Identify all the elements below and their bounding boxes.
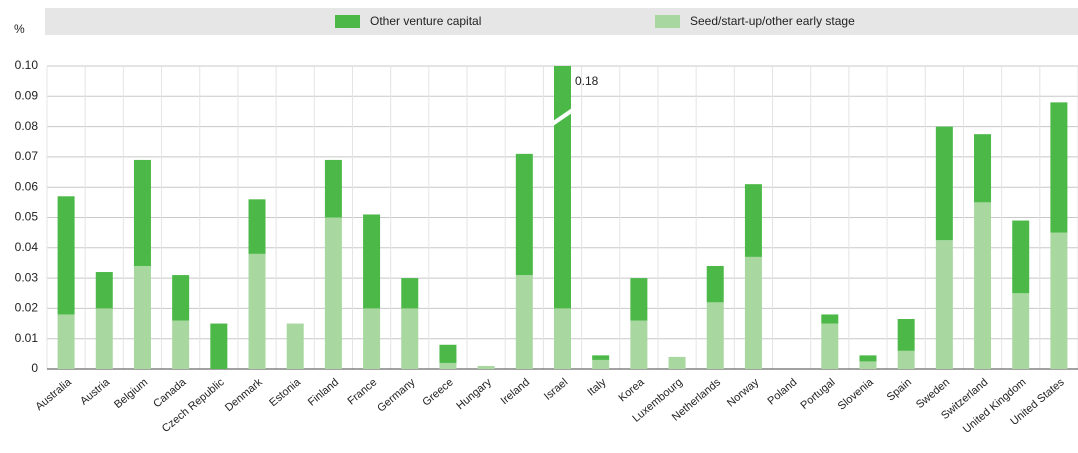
bar-segment (210, 323, 228, 369)
x-tick-label: Ireland (499, 376, 532, 407)
x-tick-label: Italy (585, 376, 609, 398)
bar-segment (974, 202, 992, 369)
bar-segment (706, 302, 724, 369)
bar-segment (897, 319, 915, 351)
x-tick-label: Australia (33, 376, 74, 413)
bar-segment (592, 355, 610, 360)
bar-segment (324, 217, 342, 369)
bar-segment (1012, 293, 1030, 369)
bar-segment (477, 365, 495, 369)
bar-segment (324, 159, 342, 218)
y-tick-label: 0.08 (15, 119, 39, 133)
bar-segment (286, 323, 304, 369)
x-tick-label: Greece (420, 376, 455, 408)
x-tick-label: Estonia (267, 376, 303, 409)
y-axis-label: % (14, 22, 25, 36)
x-tick-label: Slovenia (836, 376, 877, 413)
x-tick-label: Norway (725, 376, 762, 409)
x-tick-label: Poland (765, 376, 799, 407)
bar-segment (897, 350, 915, 369)
bar-segment (439, 362, 457, 369)
y-tick-label: 0.02 (15, 301, 39, 315)
x-tick-label: Belgium (112, 376, 150, 411)
bar-segment (57, 314, 75, 369)
x-tick-label: Korea (616, 376, 647, 405)
x-tick-label: Spain (885, 376, 914, 403)
bar-segment (401, 278, 419, 309)
legend-label: Other venture capital (370, 14, 481, 28)
bar-segment (630, 278, 648, 321)
bar-segment (133, 159, 151, 266)
bar-segment (935, 126, 953, 241)
y-tick-label: 0.03 (15, 270, 39, 284)
bar-segment (744, 256, 762, 369)
bar-segment (974, 134, 992, 203)
bar-segment (1050, 102, 1068, 233)
bar-segment (401, 308, 419, 369)
bar-segment (1050, 232, 1068, 369)
x-tick-label: France (345, 376, 379, 407)
bar-segment (133, 265, 151, 369)
y-tick-label: 0.09 (15, 88, 39, 102)
y-tick-label: 0.10 (15, 58, 39, 72)
bar-segment (172, 275, 190, 321)
bar-segment (821, 314, 839, 324)
bar-segment (668, 356, 686, 369)
y-tick-label: 0.04 (15, 240, 39, 254)
bar-segment (821, 323, 839, 369)
x-tick-label: Israel (542, 376, 570, 402)
y-tick-label: 0.01 (15, 331, 39, 345)
x-tick-label: Hungary (454, 376, 494, 412)
bars (57, 66, 1068, 369)
legend-label: Seed/start-up/other early stage (690, 14, 855, 28)
bar-segment (95, 272, 113, 309)
bar-segment (935, 240, 953, 369)
bar-segment (630, 320, 648, 369)
axis-break (553, 108, 572, 126)
x-tick-label: Germany (375, 376, 418, 415)
y-tick-label: 0 (31, 361, 38, 375)
bar-segment (706, 265, 724, 303)
bar-segment (95, 308, 113, 369)
x-tick-label: Austria (78, 376, 113, 408)
legend-swatch (655, 15, 680, 28)
bar-segment (859, 361, 877, 369)
bar-segment (515, 275, 533, 369)
bar-segment (554, 308, 571, 369)
bar-segment (744, 184, 762, 257)
bar-segment (172, 320, 190, 369)
bar-segment (554, 66, 571, 309)
bar-segment (439, 344, 457, 363)
x-tick-label: Denmark (223, 376, 265, 414)
legend-band (45, 8, 1078, 35)
bar-segment (363, 308, 381, 369)
bar-segment (248, 199, 266, 254)
annotation: 0.18 (575, 74, 599, 88)
bar-segment (363, 214, 381, 309)
y-tick-label: 0.05 (15, 210, 39, 224)
bar-segment (859, 355, 877, 362)
bar-segment (592, 359, 610, 369)
legend-swatch (335, 15, 360, 28)
x-tick-label: Portugal (798, 376, 837, 412)
y-tick-label: 0.06 (15, 179, 39, 193)
bar-segment (515, 153, 533, 276)
bar-segment (57, 196, 75, 315)
bar-segment (248, 253, 266, 369)
bar-segment (1012, 220, 1030, 294)
x-tick-label: Finland (306, 376, 341, 408)
y-tick-label: 0.07 (15, 149, 39, 163)
